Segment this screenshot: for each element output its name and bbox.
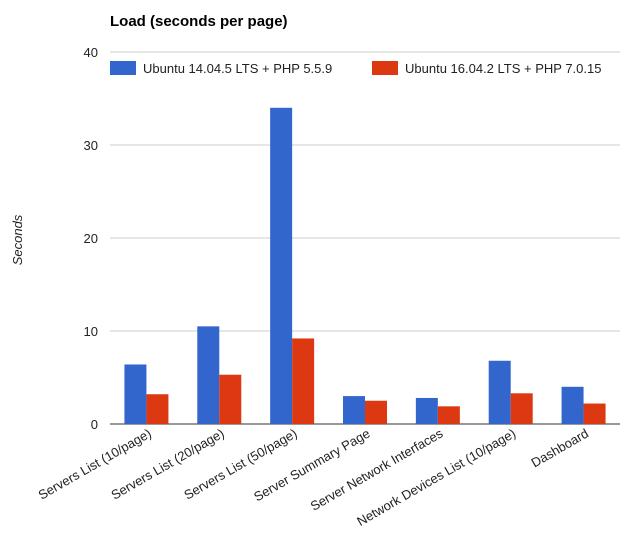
legend-swatch (372, 61, 398, 75)
bar-series-2 (510, 393, 533, 424)
y-tick-label: 40 (84, 45, 98, 60)
bar-series-2 (583, 403, 606, 424)
bar-series-1 (197, 326, 220, 424)
bar-series-2 (437, 406, 460, 424)
x-category-label: Server Summary Page (251, 426, 372, 505)
bar-series-1 (270, 107, 293, 425)
legend-swatch (110, 61, 136, 75)
y-axis-ticks: 0 10 20 30 40 (84, 45, 98, 432)
gridlines (110, 51, 620, 425)
legend-label: Ubuntu 14.04.5 LTS + PHP 5.5.9 (143, 61, 332, 76)
y-tick-label: 20 (84, 231, 98, 246)
bar-series-1 (124, 364, 147, 424)
x-category-label: Servers List (10/page) (36, 426, 154, 503)
bar-series-2 (365, 400, 387, 424)
x-category-label: Dashboard (528, 426, 591, 471)
x-axis-category-labels: Servers List (10/page)Servers List (20/p… (36, 425, 591, 529)
bar-series-2 (146, 394, 169, 424)
legend: Ubuntu 14.04.5 LTS + PHP 5.5.9 Ubuntu 16.… (110, 61, 601, 76)
bar-series-1 (415, 397, 438, 424)
legend-label: Ubuntu 16.04.2 LTS + PHP 7.0.15 (405, 61, 601, 76)
chart-title: Load (seconds per page) (110, 13, 288, 30)
y-axis-label: Seconds (10, 214, 25, 265)
y-tick-label: 0 (91, 417, 98, 432)
bar-series-2 (292, 338, 315, 424)
bar-series-2 (219, 374, 242, 424)
bars (124, 107, 606, 425)
bar-series-1 (561, 386, 584, 424)
y-tick-label: 10 (84, 324, 98, 339)
y-tick-label: 30 (84, 138, 98, 153)
bar-series-1 (488, 360, 511, 424)
bar-series-1 (343, 396, 365, 424)
x-category-label: Server Network Interfaces (308, 425, 446, 513)
